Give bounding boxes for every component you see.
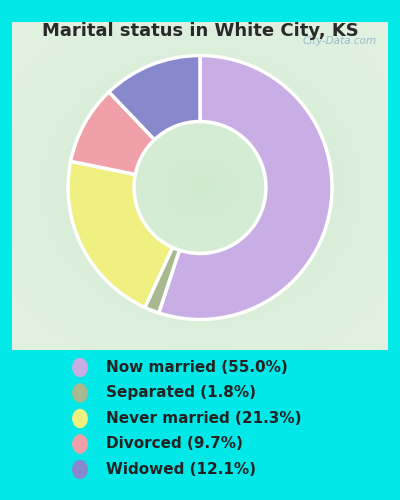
Text: Separated (1.8%): Separated (1.8%) [106,386,256,400]
Text: Widowed (12.1%): Widowed (12.1%) [106,462,256,477]
Text: Marital status in White City, KS: Marital status in White City, KS [42,22,358,40]
Text: Now married (55.0%): Now married (55.0%) [106,360,288,375]
Text: Never married (21.3%): Never married (21.3%) [106,411,302,426]
Wedge shape [109,56,200,140]
Text: Divorced (9.7%): Divorced (9.7%) [106,436,243,452]
Wedge shape [159,56,332,320]
Wedge shape [68,162,172,308]
Wedge shape [71,92,154,174]
Wedge shape [145,248,179,313]
Text: City-Data.com: City-Data.com [302,36,377,46]
